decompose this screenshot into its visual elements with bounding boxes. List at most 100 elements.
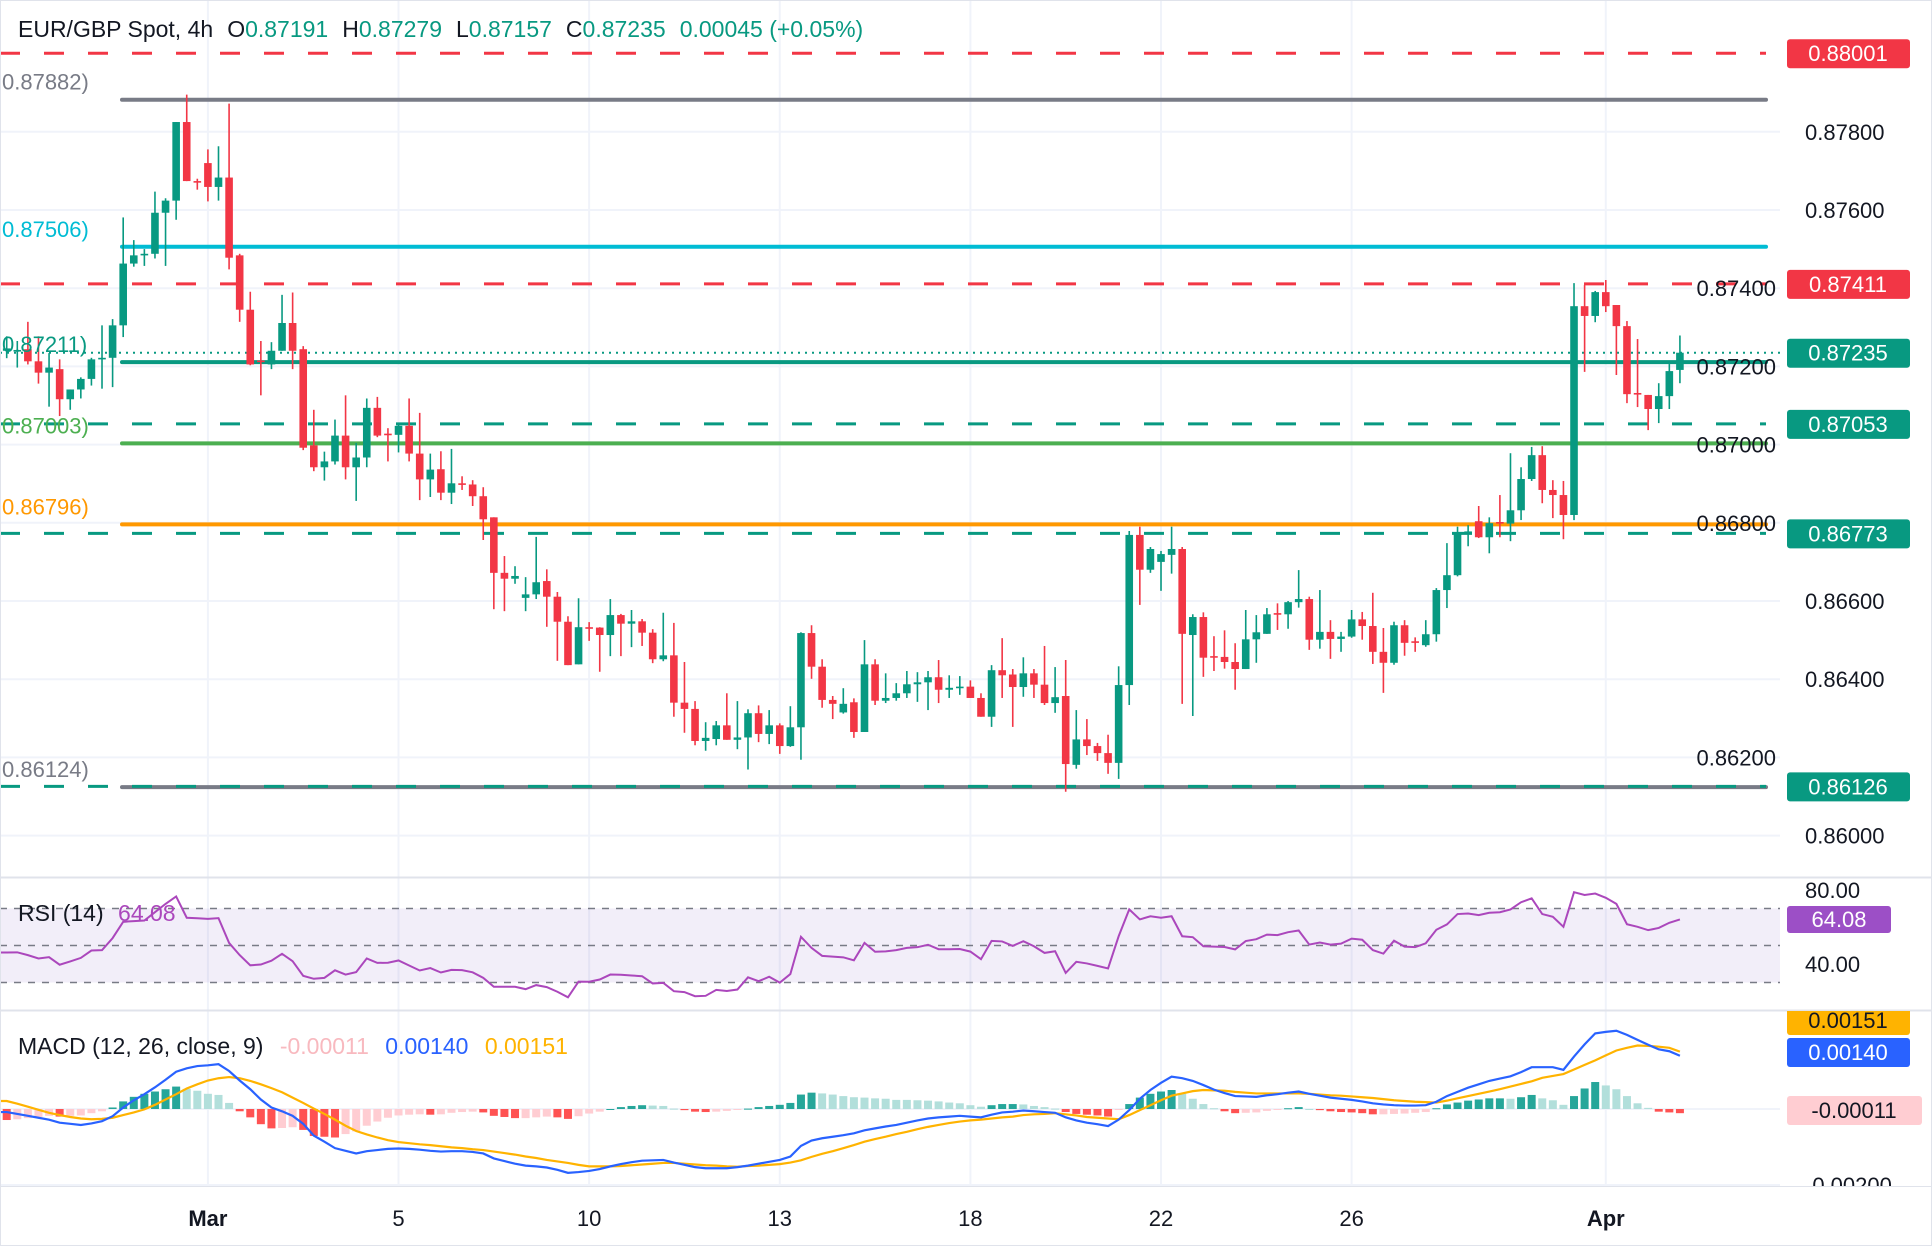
candle-body xyxy=(140,253,149,256)
price-tick-label: 0.87000 xyxy=(1696,433,1776,458)
macd-histogram-bar xyxy=(1188,1098,1197,1109)
candle-body xyxy=(1654,396,1663,410)
macd-histogram-bar xyxy=(871,1098,880,1109)
candle-up xyxy=(447,448,456,505)
candle-down xyxy=(1549,480,1557,519)
candle-body xyxy=(320,461,329,468)
candle-up xyxy=(1654,383,1663,424)
macd-histogram-bar xyxy=(733,1109,742,1110)
candle-body xyxy=(1125,534,1134,686)
price-tick-label: 0.86400 xyxy=(1805,667,1885,692)
candle-body xyxy=(977,697,985,717)
macd-histogram-bar xyxy=(1209,1108,1218,1110)
candle-body xyxy=(903,684,911,694)
time-axis[interactable]: Mar 5 10 13 18 22 26 Apr xyxy=(188,1206,1625,1231)
macd-histogram-bar xyxy=(881,1098,890,1109)
candle-up xyxy=(352,443,360,501)
candle-up xyxy=(1157,550,1165,591)
macd-histogram-bar xyxy=(1485,1098,1494,1109)
candle-body xyxy=(585,627,593,629)
candle-body xyxy=(214,177,223,187)
candle-body xyxy=(828,699,837,704)
candle-down xyxy=(1369,592,1377,664)
candle-body xyxy=(1316,631,1324,640)
candle-up xyxy=(1432,588,1441,642)
price-label-text: 0.86126 xyxy=(1808,774,1888,799)
time-tick-label: 5 xyxy=(392,1206,404,1231)
macd-histogram-bar xyxy=(521,1109,530,1119)
candle-up xyxy=(13,340,22,368)
rsi-title[interactable]: RSI (14) xyxy=(18,900,104,926)
candle-body xyxy=(1220,656,1229,662)
candle-body xyxy=(1347,619,1356,637)
candle-body xyxy=(1210,656,1218,658)
candle-body xyxy=(638,621,646,633)
macd-signal-line xyxy=(0,1044,1681,1168)
macd-legend[interactable]: MACD (12, 26, close, 9) -0.00011 0.00140… xyxy=(18,1033,568,1060)
candle-body xyxy=(1644,394,1652,410)
candle-body xyxy=(1083,739,1091,747)
candle-down xyxy=(1623,321,1631,404)
candle-down xyxy=(405,398,413,462)
macd-histogram-bar xyxy=(352,1109,361,1132)
candle-body xyxy=(723,725,731,740)
candle-up xyxy=(532,536,540,600)
candle-down xyxy=(24,321,32,365)
candle-up xyxy=(797,632,805,760)
macd-title[interactable]: MACD (12, 26, close, 9) xyxy=(18,1033,264,1059)
macd-histogram-bar xyxy=(235,1109,244,1112)
macd-histogram-bar xyxy=(1315,1109,1324,1111)
rsi-pane xyxy=(0,891,1780,999)
candle-down xyxy=(691,701,699,746)
macd-histogram-bar xyxy=(182,1088,191,1109)
price-tick-label: 0.87600 xyxy=(1805,198,1885,223)
macd-histogram-bar xyxy=(214,1094,223,1109)
candle-body xyxy=(310,445,318,468)
macd-histogram-bar xyxy=(775,1104,784,1109)
candle-down xyxy=(415,412,424,501)
candle-body xyxy=(225,177,233,258)
candle-down xyxy=(617,613,625,657)
candle-body xyxy=(595,627,604,636)
symbol-legend[interactable]: EUR/GBP Spot, 4h O 0.87191 H 0.87279 L 0.87… xyxy=(18,16,863,43)
macd-histogram-bar xyxy=(1358,1109,1367,1114)
macd-histogram-bar xyxy=(1580,1088,1589,1109)
candle-up xyxy=(1464,525,1472,547)
candle-body xyxy=(1167,548,1176,555)
candle-body xyxy=(13,349,22,352)
candle-down xyxy=(775,723,784,754)
candle-up xyxy=(1167,526,1176,574)
rsi-legend[interactable]: RSI (14) 64.08 xyxy=(18,900,176,927)
candle-body xyxy=(500,572,509,579)
candle-body xyxy=(235,255,244,310)
candle-up xyxy=(129,240,138,267)
candle-down xyxy=(1008,669,1017,727)
symbol-title[interactable]: EUR/GBP Spot, 4h xyxy=(18,16,214,42)
candle-down xyxy=(468,480,477,506)
macd-histogram-bar xyxy=(1495,1098,1504,1109)
candle-down xyxy=(384,428,392,462)
level-left-label: 0.87003) xyxy=(2,413,89,438)
candle-up xyxy=(267,342,276,370)
candle-body xyxy=(45,367,53,373)
macd-histogram-bar xyxy=(563,1109,572,1119)
candle-body xyxy=(1008,674,1017,688)
candle-body xyxy=(966,686,975,698)
candle-up xyxy=(1114,666,1123,779)
candle-up xyxy=(712,721,721,746)
candle-body xyxy=(2,348,11,351)
candle-body xyxy=(1633,392,1642,395)
price-axis[interactable]: 0.87800 0.87600 0.87400 0.87200 0.87000 0.868… xyxy=(1696,120,1884,849)
candle-up xyxy=(278,294,286,351)
macd-histogram-bar xyxy=(638,1105,647,1109)
candle-body xyxy=(1421,634,1430,646)
macd-histogram-bar xyxy=(1389,1109,1398,1114)
macd-histogram-bar xyxy=(1538,1098,1547,1109)
macd-histogram-bar xyxy=(119,1101,128,1109)
candle-body xyxy=(352,457,360,468)
candle-body xyxy=(1464,531,1472,534)
macd-histogram-bar xyxy=(415,1109,424,1115)
candle-body xyxy=(691,708,699,741)
candle-down xyxy=(1400,620,1409,656)
